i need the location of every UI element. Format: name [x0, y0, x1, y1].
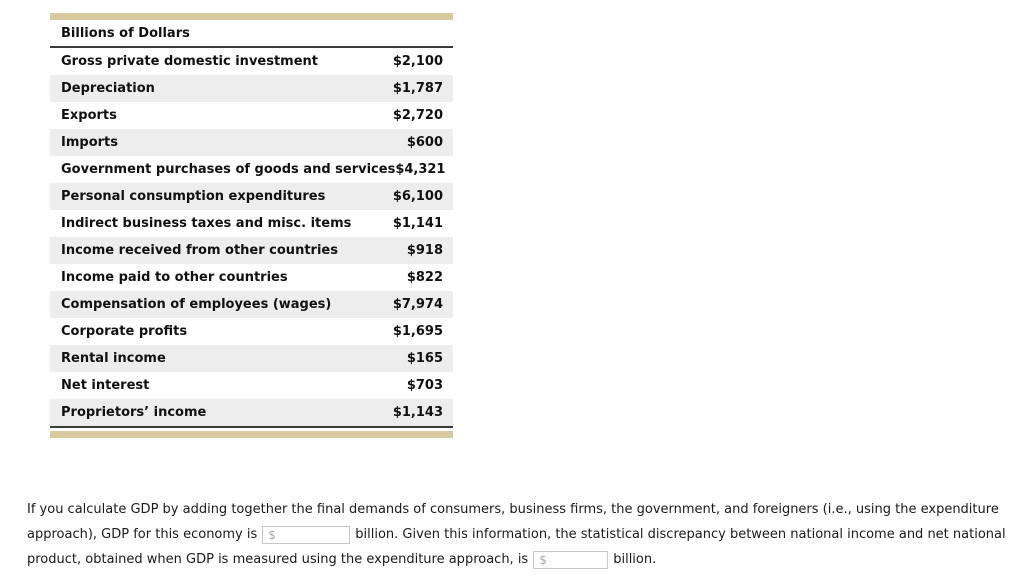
question-line-2-after: billion. Given this information, the sta… — [355, 527, 1006, 542]
table-row: Income received from other countries $918 — [50, 237, 453, 264]
question-line-3: product, obtained when GDP is measured u… — [27, 547, 1006, 572]
gdp-answer-input[interactable] — [262, 525, 351, 544]
row-value: $7,974 — [392, 297, 443, 312]
table-row: Gross private domestic investment $2,100 — [50, 48, 453, 75]
row-value: $1,143 — [392, 405, 443, 420]
row-value: $2,720 — [392, 108, 443, 123]
question-line-2-before: approach), GDP for this economy is — [27, 527, 258, 542]
table-row: Personal consumption expenditures $6,100 — [50, 183, 453, 210]
statistical-discrepancy-input[interactable] — [533, 550, 609, 569]
income-accounts-table: Billions of Dollars Gross private domest… — [50, 13, 453, 438]
row-value: $703 — [406, 378, 443, 393]
row-label: Proprietors’ income — [61, 405, 207, 420]
table-row: Rental income $165 — [50, 345, 453, 372]
income-table-body: Gross private domestic investment $2,100 D… — [50, 48, 453, 428]
table-row: Corporate profits $1,695 — [50, 318, 453, 345]
question-line-2: approach), GDP for this economy is billio… — [27, 522, 1006, 547]
table-header-label: Billions of Dollars — [61, 25, 190, 41]
row-value: $2,100 — [392, 54, 443, 69]
row-label: Government purchases of goods and servic… — [61, 162, 396, 177]
row-label: Corporate profits — [61, 324, 188, 339]
question-line-1: If you calculate GDP by adding together … — [27, 497, 1006, 522]
row-label: Depreciation — [61, 81, 155, 96]
table-row: Depreciation $1,787 — [50, 75, 453, 102]
table-row: Income paid to other countries $822 — [50, 264, 453, 291]
row-label: Income paid to other countries — [61, 270, 288, 285]
row-label: Net interest — [61, 378, 150, 393]
row-value: $1,141 — [392, 216, 443, 231]
row-value: $4,321 — [395, 162, 446, 177]
row-label: Compensation of employees (wages) — [61, 297, 332, 312]
row-value: $6,100 — [392, 189, 443, 204]
row-label: Exports — [61, 108, 117, 123]
table-row: Indirect business taxes and misc. items $… — [50, 210, 453, 237]
row-label: Personal consumption expenditures — [61, 189, 326, 204]
question-line-1-text: If you calculate GDP by adding together … — [27, 502, 999, 517]
table-row: Proprietors’ income $1,143 — [50, 399, 453, 426]
question-line-3-before: product, obtained when GDP is measured u… — [27, 552, 529, 567]
row-label: Indirect business taxes and misc. items — [61, 216, 352, 231]
table-header: Billions of Dollars — [50, 20, 453, 48]
row-label: Gross private domestic investment — [61, 54, 319, 69]
row-label: Rental income — [61, 351, 166, 366]
row-label: Income received from other countries — [61, 243, 338, 258]
table-row: Exports $2,720 — [50, 102, 453, 129]
table-bottom-accent-bar — [50, 431, 453, 438]
question-line-3-after: billion. — [613, 552, 657, 567]
row-value: $918 — [406, 243, 443, 258]
row-value: $165 — [406, 351, 443, 366]
table-top-accent-bar — [50, 13, 453, 20]
table-row: Net interest $703 — [50, 372, 453, 399]
row-value: $1,787 — [392, 81, 443, 96]
row-label: Imports — [61, 135, 118, 150]
row-value: $600 — [406, 135, 443, 150]
row-value: $822 — [406, 270, 443, 285]
row-value: $1,695 — [392, 324, 443, 339]
question-text: If you calculate GDP by adding together … — [27, 497, 1006, 572]
table-row: Compensation of employees (wages) $7,974 — [50, 291, 453, 318]
table-row: Government purchases of goods and servic… — [50, 156, 453, 183]
table-row: Imports $600 — [50, 129, 453, 156]
